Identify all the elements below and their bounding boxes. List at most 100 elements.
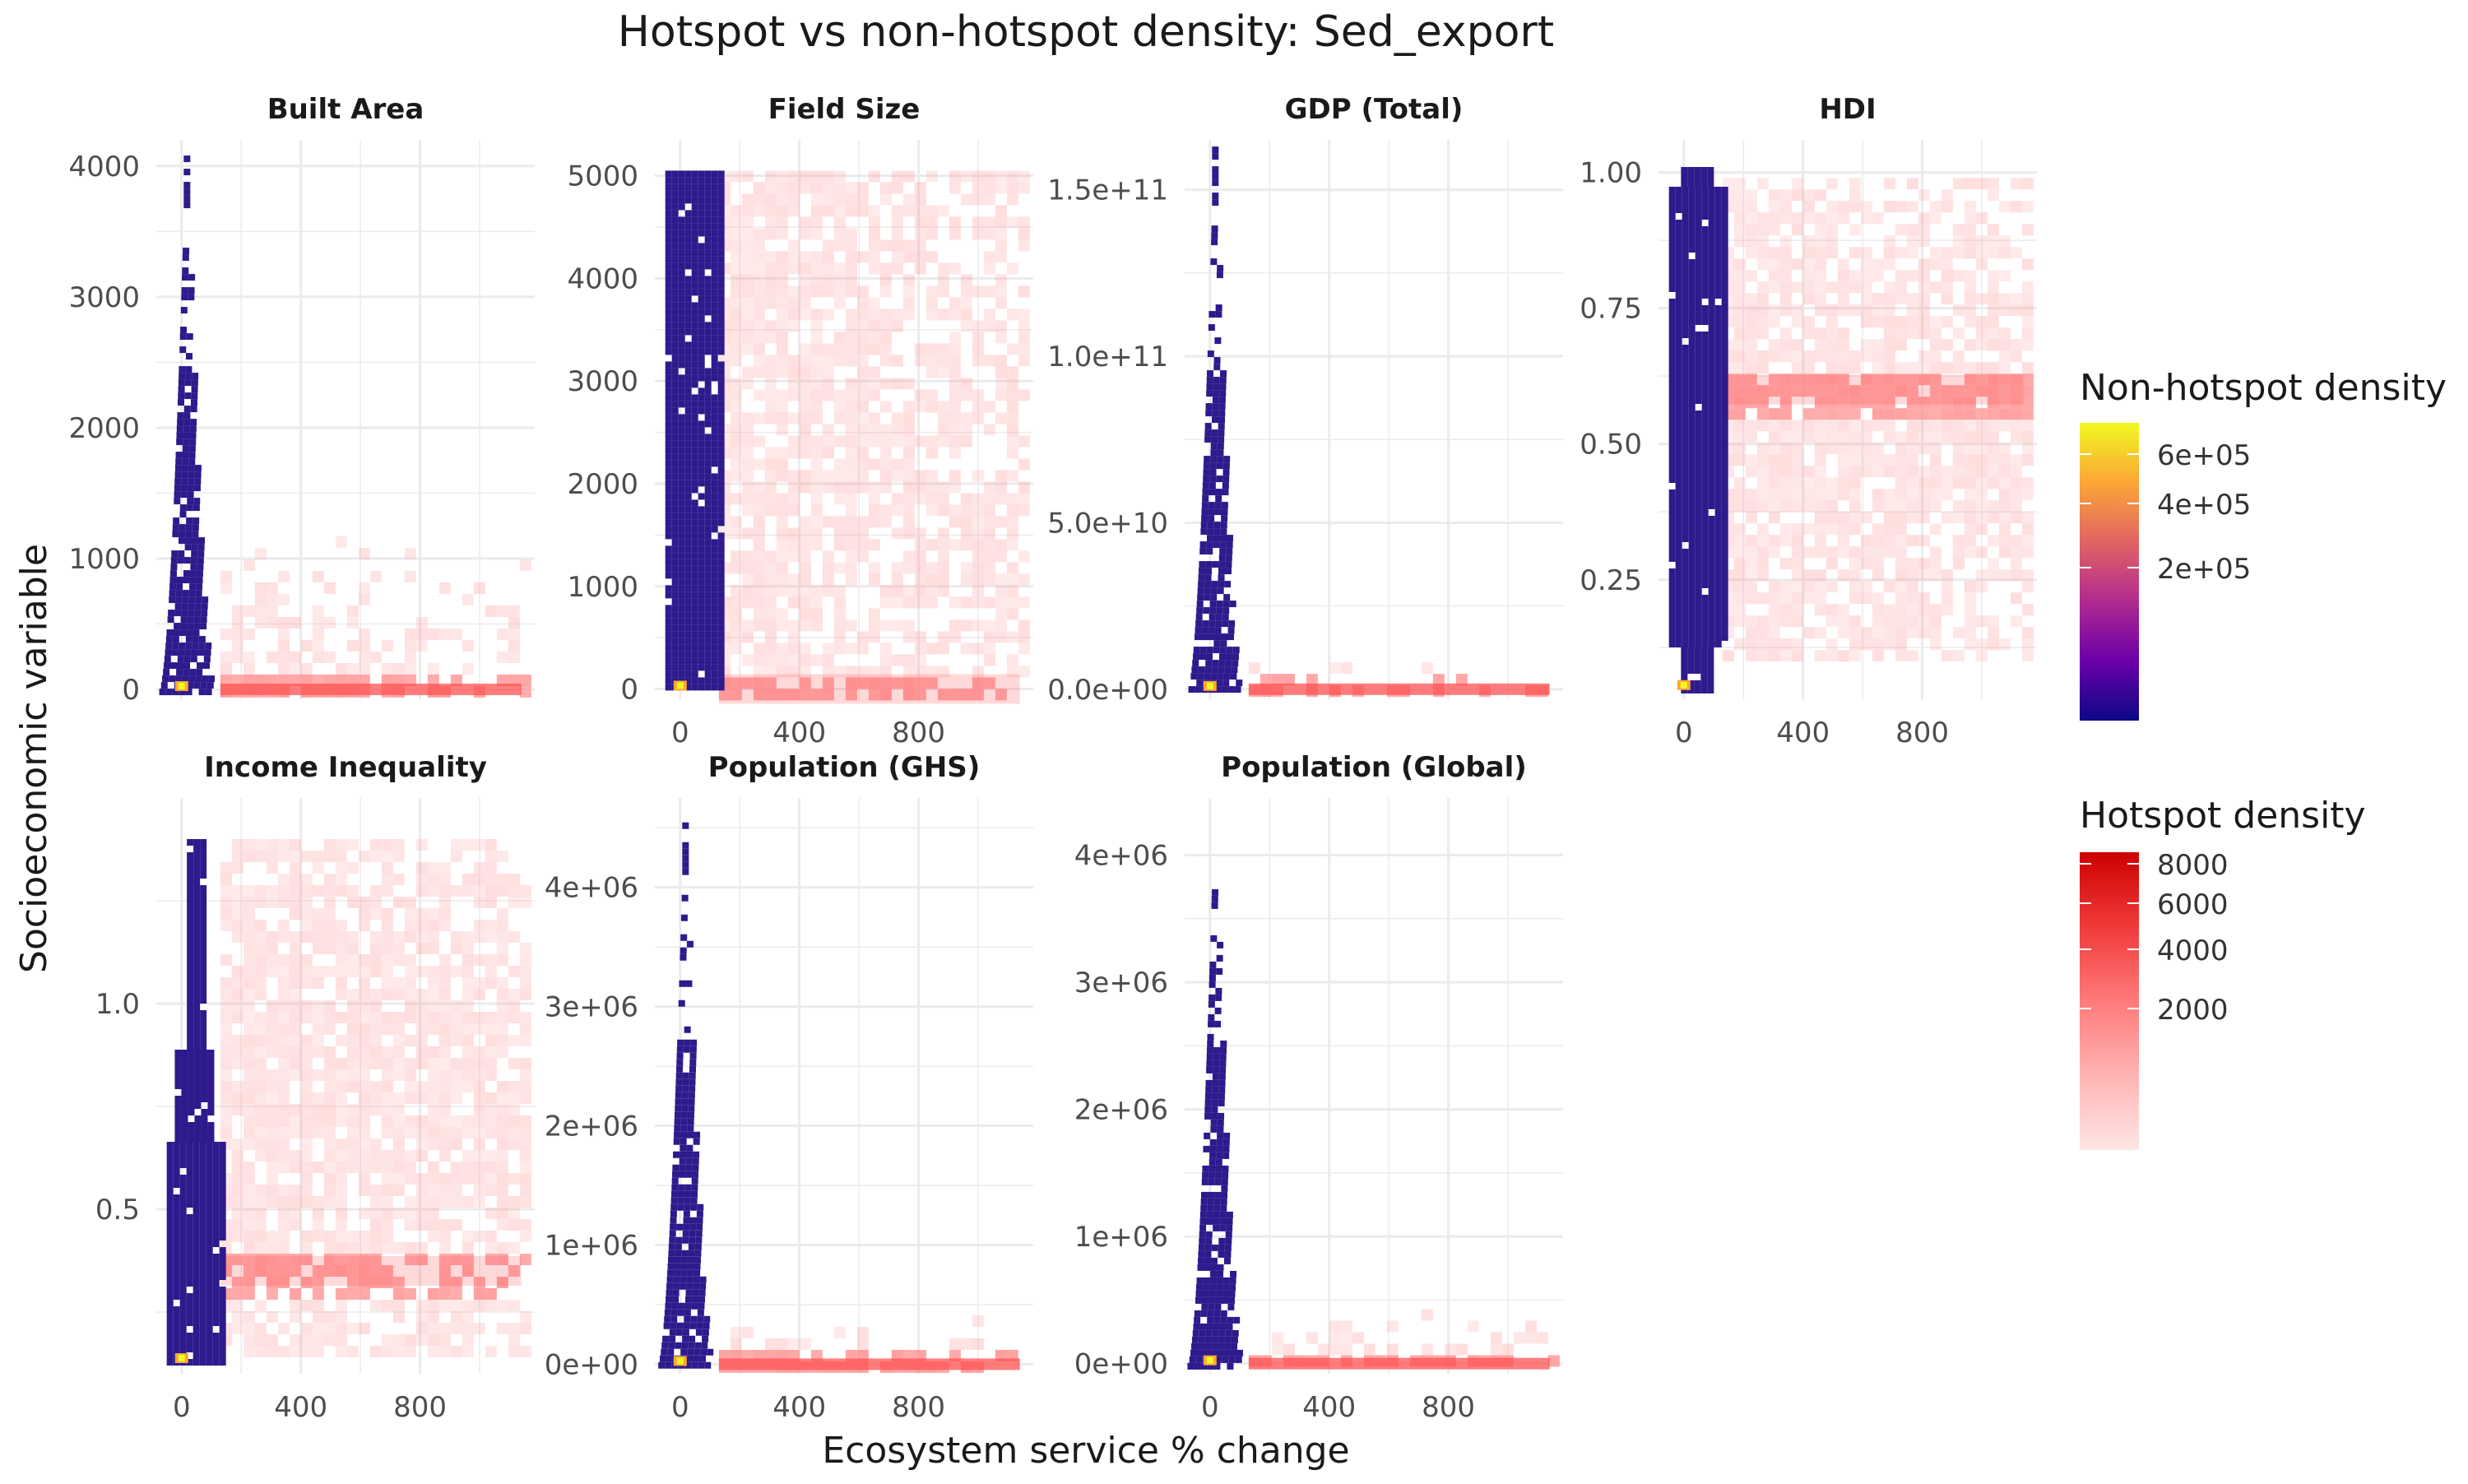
- hotspot-cell: [1018, 239, 1030, 251]
- nonhotspot-cell: [200, 964, 206, 971]
- nonhotspot-cell: [1722, 200, 1728, 206]
- hotspot-cell: [938, 285, 949, 297]
- nonhotspot-cell: [200, 1221, 206, 1227]
- nonhotspot-cell: [1682, 404, 1689, 410]
- hotspot-cell: [903, 504, 915, 516]
- hotspot-cell: [1734, 615, 1746, 627]
- nonhotspot-cell: [666, 335, 672, 341]
- nonhotspot-cell: [1689, 503, 1696, 509]
- hotspot-cell: [1803, 201, 1815, 212]
- nonhotspot-cell: [698, 216, 705, 223]
- nonhotspot-cell: [1709, 410, 1715, 417]
- hotspot-cell: [1941, 270, 1953, 281]
- nonhotspot-cell: [672, 493, 679, 499]
- nonhotspot-cell: [692, 183, 698, 190]
- hotspot-cell: [474, 1115, 485, 1127]
- hotspot-band: [1249, 684, 1550, 695]
- nonhotspot-cell: [1715, 272, 1722, 279]
- nonhotspot-cell: [213, 1254, 220, 1260]
- nonhotspot-cell: [189, 590, 196, 596]
- nonhotspot-cell: [200, 1010, 206, 1017]
- hotspot-cell: [880, 596, 892, 608]
- nonhotspot-cell: [1213, 377, 1220, 383]
- hotspot-cell: [1872, 443, 1884, 454]
- hotspot-cell: [393, 1300, 405, 1311]
- nonhotspot-cell: [1696, 391, 1702, 397]
- nonhotspot-cell: [1696, 641, 1702, 647]
- hotspot-cell: [1861, 431, 1872, 443]
- hotspot-cell: [949, 332, 961, 343]
- hotspot-cell: [278, 1219, 290, 1231]
- nonhotspot-cell: [183, 590, 189, 596]
- hotspot-cell: [347, 640, 359, 652]
- nonhotspot-cell: [698, 183, 705, 190]
- hotspot-cell: [1861, 339, 1872, 350]
- hotspot-cell: [428, 1115, 439, 1127]
- nonhotspot-cell: [679, 355, 685, 361]
- hotspot-cell: [1976, 500, 1988, 512]
- hotspot-cell: [382, 1334, 393, 1346]
- nonhotspot-cell: [1669, 496, 1676, 503]
- hotspot-cell: [742, 170, 754, 182]
- hotspot-cell: [336, 1208, 347, 1219]
- hotspot-cell: [244, 1185, 255, 1196]
- hotspot-cell: [1895, 489, 1907, 500]
- nonhotspot-cell: [1669, 246, 1676, 253]
- hotspot-cell: [1918, 350, 1930, 362]
- nonhotspot-cell: [1682, 628, 1689, 634]
- hotspot-cell: [1872, 362, 1884, 373]
- hotspot-cell: [834, 239, 846, 251]
- nonhotspot-cell: [718, 216, 725, 223]
- hotspot-cell: [1757, 212, 1769, 224]
- hotspot-cell: [811, 170, 823, 182]
- nonhotspot-cell: [705, 480, 712, 486]
- hotspot-cell: [823, 378, 834, 389]
- hotspot-cell: [1884, 339, 1895, 350]
- hotspot-cell: [462, 1242, 474, 1254]
- hotspot-cell: [1930, 247, 1941, 258]
- y-tick-label: 1.5e+11: [1047, 174, 1168, 207]
- hotspot-cell: [1884, 408, 1895, 420]
- nonhotspot-cell: [672, 368, 679, 374]
- hotspot-cell: [244, 1012, 255, 1023]
- nonhotspot-cell: [1715, 285, 1722, 292]
- hotspot-cell: [1884, 327, 1895, 339]
- nonhotspot-cell: [1702, 516, 1709, 522]
- nonhotspot-cell: [1715, 220, 1722, 226]
- hotspot-cell: [1826, 558, 1838, 569]
- hotspot-cell: [244, 1092, 255, 1104]
- nonhotspot-cell: [666, 407, 672, 414]
- nonhotspot-cell: [679, 216, 685, 223]
- nonhotspot-cell: [698, 177, 705, 183]
- hotspot-cell: [1769, 224, 1780, 235]
- nonhotspot-cell: [1682, 318, 1689, 325]
- hotspot-cell: [520, 1311, 531, 1323]
- hotspot-cell: [324, 943, 336, 954]
- nonhotspot-cell: [187, 1175, 193, 1181]
- hotspot-cell: [382, 1185, 393, 1196]
- hotspot-cell: [811, 205, 823, 216]
- nonhotspot-cell: [692, 539, 698, 545]
- hotspot-cell: [1723, 650, 1734, 661]
- hotspot-cell: [1849, 420, 1861, 431]
- nonhotspot-cell: [1212, 192, 1218, 199]
- nonhotspot-cell: [685, 466, 692, 473]
- hotspot-cell: [347, 1035, 359, 1046]
- hotspot-cell: [497, 1196, 508, 1208]
- nonhotspot-cell: [1689, 299, 1696, 305]
- nonhotspot-cell: [220, 1214, 226, 1221]
- nonhotspot-cell: [692, 170, 698, 177]
- hotspot-cell: [324, 839, 336, 851]
- nonhotspot-cell: [1198, 581, 1204, 587]
- nonhotspot-cell: [705, 611, 712, 618]
- nonhotspot-cell: [201, 1089, 207, 1096]
- hotspot-cell: [416, 1185, 428, 1196]
- nonhotspot-cell: [1205, 574, 1212, 581]
- nonhotspot-cell: [672, 387, 679, 394]
- hotspot-cell: [777, 642, 788, 654]
- hotspot-cell: [949, 170, 961, 182]
- nonhotspot-cell: [1235, 686, 1241, 693]
- hotspot-cell: [428, 1012, 439, 1023]
- hotspot-cell: [359, 989, 370, 1000]
- hotspot-cell: [336, 1231, 347, 1242]
